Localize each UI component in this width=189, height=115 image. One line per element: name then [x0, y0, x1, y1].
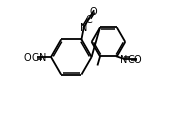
Text: C: C	[32, 53, 39, 62]
Text: C: C	[127, 54, 134, 64]
Text: O: O	[133, 54, 141, 64]
Text: N: N	[80, 23, 88, 33]
Text: C: C	[86, 14, 92, 24]
Text: O: O	[24, 53, 31, 62]
Text: N: N	[120, 54, 127, 64]
Text: O: O	[90, 7, 98, 17]
Text: N: N	[39, 53, 46, 62]
